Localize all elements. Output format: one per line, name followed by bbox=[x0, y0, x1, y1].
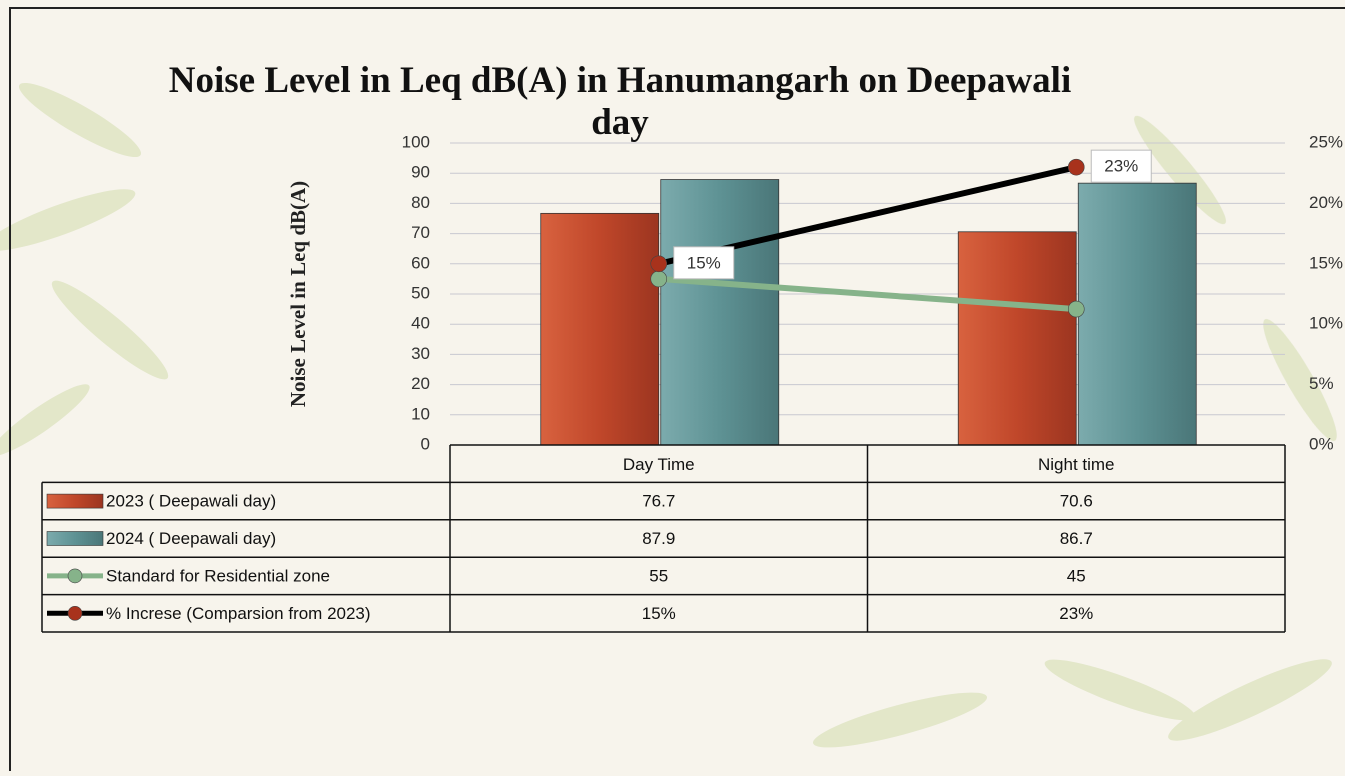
data-label: 15% bbox=[687, 253, 721, 272]
legend-label: 2024 ( Deepawali day) bbox=[106, 529, 276, 548]
y-tick-label: 50 bbox=[411, 283, 430, 302]
y2-tick-label: 25% bbox=[1309, 132, 1343, 151]
data-label-box bbox=[1090, 149, 1152, 183]
y-tick-label: 70 bbox=[411, 223, 430, 242]
x-tick-label: Night time bbox=[1038, 455, 1115, 474]
y-tick-label: 10 bbox=[411, 404, 430, 423]
bar bbox=[957, 231, 1077, 446]
y2-tick-label: 10% bbox=[1309, 314, 1343, 333]
legend-key bbox=[67, 568, 83, 584]
y-tick-label: 90 bbox=[411, 163, 430, 182]
table-cell: 70.6 bbox=[1060, 492, 1093, 511]
y2-tick-label: 15% bbox=[1309, 253, 1343, 272]
bar bbox=[1077, 182, 1197, 446]
y-tick-label: 0 bbox=[421, 434, 430, 453]
y-tick-label: 80 bbox=[411, 193, 430, 212]
bar bbox=[660, 179, 780, 446]
line bbox=[658, 275, 1077, 313]
line-marker bbox=[650, 270, 668, 288]
y-tick-label: 60 bbox=[411, 253, 430, 272]
legend-label: 2023 ( Deepawali day) bbox=[106, 492, 276, 511]
line-marker bbox=[650, 255, 668, 273]
table-cell: 55 bbox=[649, 566, 668, 585]
y2-tick-label: 0% bbox=[1309, 434, 1334, 453]
legend-key bbox=[46, 493, 104, 509]
y2-tick-label: 5% bbox=[1309, 374, 1334, 393]
y2-tick-label: 20% bbox=[1309, 193, 1343, 212]
table-cell: 45 bbox=[1067, 566, 1086, 585]
line-marker bbox=[1067, 300, 1085, 318]
table-cell: 76.7 bbox=[642, 492, 675, 511]
legend-label: Standard for Residential zone bbox=[106, 566, 330, 585]
data-label: 23% bbox=[1104, 157, 1138, 176]
legend-key bbox=[67, 605, 83, 621]
y-tick-label: 100 bbox=[402, 132, 430, 151]
title-box: Noise Level in Leq dB(A) in Hanumangarh … bbox=[168, 60, 1072, 143]
legend-label: % Increse (Comparsion from 2023) bbox=[106, 604, 371, 623]
y-axis-title: Noise Level in Leq dB(A) bbox=[286, 181, 310, 407]
y-tick-label: 30 bbox=[411, 344, 430, 363]
y-tick-label: 20 bbox=[411, 374, 430, 393]
table-cell: 87.9 bbox=[642, 529, 675, 548]
legend-key bbox=[46, 531, 104, 546]
data-label-box bbox=[673, 246, 735, 280]
table-cell: 23% bbox=[1059, 604, 1093, 623]
y-tick-label: 40 bbox=[411, 314, 430, 333]
chart-title: Noise Level in Leq dB(A) in Hanumangarh … bbox=[168, 60, 1072, 143]
bar bbox=[540, 212, 660, 446]
table-cell: 86.7 bbox=[1060, 529, 1093, 548]
frame bbox=[9, 7, 1345, 776]
table-cell: 15% bbox=[642, 604, 676, 623]
x-tick-label: Day Time bbox=[623, 455, 695, 474]
line-marker bbox=[1067, 158, 1085, 176]
